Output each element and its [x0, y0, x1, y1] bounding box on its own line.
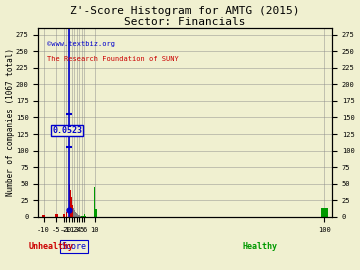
Text: Unhealthy: Unhealthy: [29, 242, 74, 251]
Bar: [81, 216, 82, 217]
Bar: [95, 209, 97, 217]
Text: ©www.textbiz.org: ©www.textbiz.org: [47, 41, 115, 47]
Bar: [69, 184, 70, 217]
Bar: [94, 187, 95, 217]
Bar: [77, 214, 78, 217]
Bar: [78, 215, 79, 217]
Text: 0.0523: 0.0523: [52, 126, 82, 135]
Bar: [71, 197, 72, 217]
Bar: [79, 215, 80, 217]
Bar: [42, 215, 45, 217]
Title: Z'-Score Histogram for AMTG (2015)
Sector: Financials: Z'-Score Histogram for AMTG (2015) Secto…: [71, 6, 300, 27]
Bar: [70, 190, 71, 217]
Bar: [76, 213, 77, 217]
Bar: [321, 208, 328, 217]
Bar: [63, 214, 64, 217]
Bar: [74, 210, 75, 217]
Bar: [83, 216, 84, 217]
Bar: [75, 211, 76, 217]
Text: Score: Score: [62, 242, 87, 251]
Bar: [85, 216, 86, 217]
Bar: [66, 212, 67, 217]
Text: The Research Foundation of SUNY: The Research Foundation of SUNY: [47, 56, 179, 62]
Bar: [72, 205, 73, 217]
Bar: [84, 214, 85, 217]
Bar: [82, 216, 83, 217]
Bar: [80, 216, 81, 217]
Text: Healthy: Healthy: [243, 242, 278, 251]
Bar: [73, 208, 74, 217]
Y-axis label: Number of companies (1067 total): Number of companies (1067 total): [5, 48, 14, 197]
Bar: [55, 214, 58, 217]
